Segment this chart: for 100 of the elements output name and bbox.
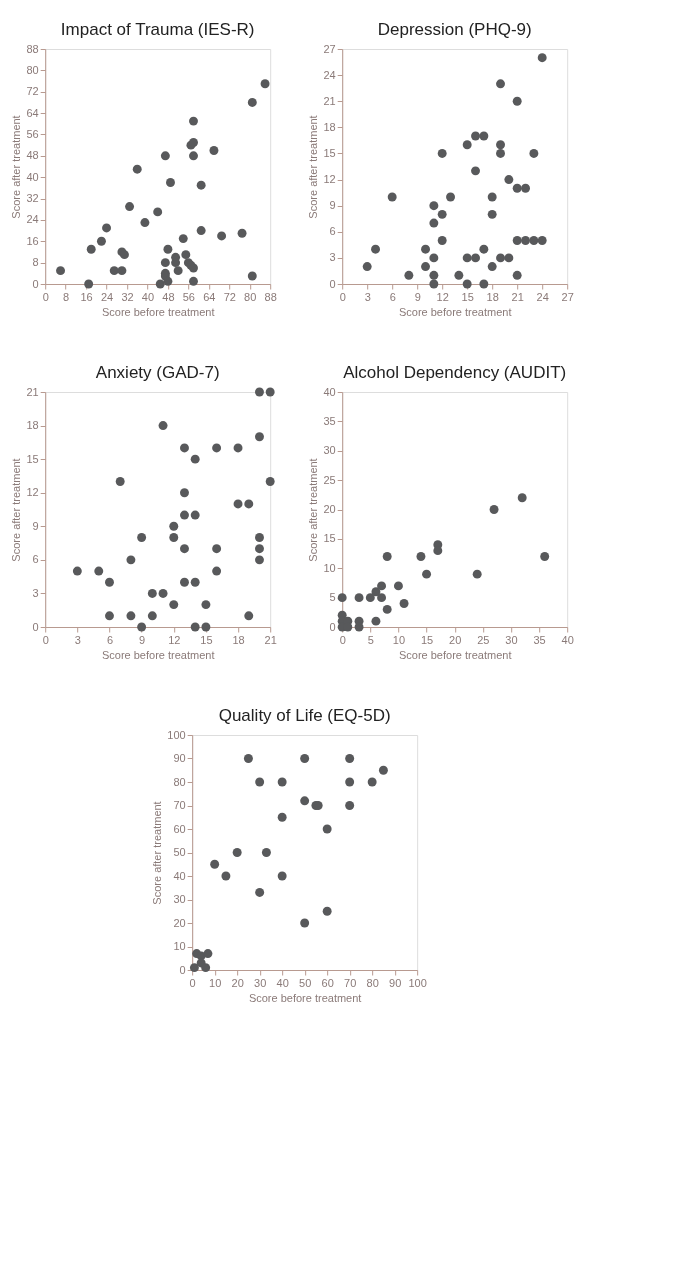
point: [117, 266, 127, 276]
point: [462, 253, 472, 263]
y-tick-label: 24: [26, 213, 39, 226]
point: [437, 148, 447, 158]
point: [153, 207, 163, 217]
x-tick-label: 12: [436, 290, 449, 303]
chart-title: Anxiety (GAD-7): [95, 363, 220, 382]
x-tick-label: 15: [420, 633, 434, 646]
point: [479, 244, 489, 254]
point: [109, 266, 119, 276]
point: [243, 754, 253, 763]
point: [126, 555, 136, 565]
point: [232, 848, 242, 857]
point: [504, 175, 514, 185]
point: [180, 443, 189, 453]
point: [265, 477, 275, 486]
x-tick-label: 24: [100, 290, 114, 303]
point: [377, 593, 387, 603]
y-tick-label: 50: [173, 846, 186, 858]
y-tick-label: 32: [26, 192, 39, 205]
x-tick-label: 30: [505, 633, 518, 646]
chart-title: Alcohol Dependency (AUDIT): [343, 363, 567, 382]
y-axis-title: Score after treatment: [151, 801, 164, 905]
point: [126, 611, 136, 621]
point: [471, 166, 480, 176]
point: [166, 178, 175, 187]
point: [180, 544, 189, 554]
point: [521, 183, 530, 193]
point: [147, 588, 157, 598]
point: [217, 231, 227, 241]
point: [471, 131, 480, 141]
point: [404, 270, 414, 280]
point: [125, 202, 135, 212]
point: [429, 270, 439, 280]
y-tick-label: 10: [173, 940, 186, 952]
x-tick-label: 9: [414, 290, 421, 303]
y-tick-label: 0: [329, 620, 336, 633]
y-tick-label: 15: [323, 532, 336, 545]
point: [300, 754, 310, 763]
y-tick-label: 9: [32, 519, 39, 532]
x-tick-label: 10: [392, 633, 406, 646]
y-tick-label: 15: [323, 146, 336, 159]
point: [471, 253, 480, 263]
y-tick-label: 24: [323, 68, 336, 81]
y-axis-title: Score after treatment: [307, 458, 320, 562]
point: [437, 236, 447, 245]
point: [382, 604, 392, 614]
y-tick-label: 21: [26, 385, 39, 398]
point: [512, 236, 522, 245]
point: [487, 192, 497, 202]
y-tick-label: 3: [329, 251, 336, 264]
y-tick-label: 100: [167, 728, 186, 741]
point: [277, 812, 287, 822]
point: [178, 234, 188, 244]
x-tick-label: 100: [408, 976, 427, 989]
point: [521, 236, 530, 245]
point: [429, 218, 439, 228]
point: [255, 777, 265, 787]
y-tick-label: 5: [329, 591, 336, 604]
x-tick-label: 35: [533, 633, 546, 646]
point: [496, 253, 505, 263]
x-tick-label: 18: [232, 633, 245, 646]
y-tick-label: 0: [329, 277, 336, 290]
point: [322, 906, 332, 916]
point: [237, 228, 247, 238]
point: [212, 566, 222, 576]
y-tick-label: 21: [323, 94, 336, 107]
x-tick-label: 3: [364, 290, 371, 303]
point: [180, 510, 189, 520]
x-tick-label: 0: [339, 633, 346, 646]
point: [345, 754, 355, 763]
point: [382, 552, 392, 561]
x-tick-label: 40: [276, 976, 289, 989]
point: [140, 218, 150, 228]
point: [260, 79, 270, 89]
y-tick-label: 12: [26, 486, 39, 499]
y-tick-label: 72: [26, 85, 39, 98]
point: [169, 521, 179, 531]
chart-title: Impact of Trauma (IES-R): [60, 20, 255, 39]
point: [94, 566, 104, 576]
point: [96, 236, 106, 246]
point: [512, 96, 522, 106]
point: [169, 533, 179, 542]
x-tick-label: 40: [141, 290, 155, 303]
point: [393, 581, 403, 591]
point: [512, 270, 522, 280]
point: [105, 577, 114, 587]
y-tick-label: 56: [26, 127, 39, 140]
y-tick-label: 27: [323, 42, 336, 55]
x-tick-label: 72: [223, 290, 236, 303]
point: [462, 279, 472, 289]
point: [190, 622, 200, 632]
point: [171, 258, 181, 268]
point: [221, 871, 231, 881]
x-axis-title: Score before treatment: [101, 305, 215, 318]
point: [496, 79, 505, 89]
y-tick-label: 30: [323, 444, 336, 457]
x-tick-label: 25: [477, 633, 490, 646]
point: [190, 577, 200, 587]
x-tick-label: 0: [189, 976, 196, 989]
